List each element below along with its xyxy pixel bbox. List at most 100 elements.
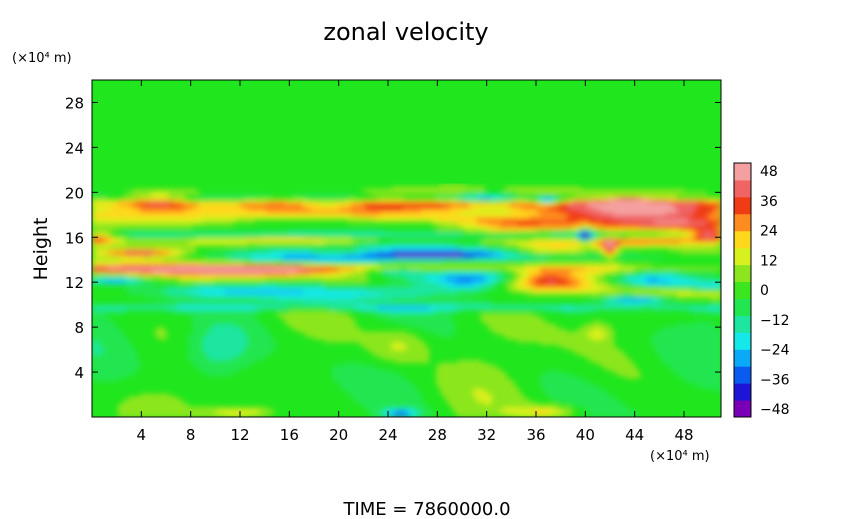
heatmap-cell — [358, 372, 363, 377]
heatmap-cell — [129, 282, 134, 286]
heatmap-cell — [676, 323, 681, 327]
heatmap-cell — [410, 323, 415, 327]
heatmap-cell — [536, 336, 541, 340]
heatmap-cell — [92, 321, 97, 325]
heatmap-cell — [672, 308, 678, 312]
heatmap-cell — [643, 295, 648, 299]
heatmap-cell — [136, 282, 141, 286]
heatmap-cell — [228, 336, 234, 340]
heatmap-cell — [203, 334, 208, 338]
heatmap-cell — [643, 292, 648, 296]
heatmap-cell — [695, 331, 700, 335]
heatmap-cell — [336, 279, 341, 283]
heatmap-cell — [225, 310, 230, 314]
heatmap-cell — [391, 388, 396, 392]
heatmap-cell — [561, 287, 567, 291]
heatmap-cell — [476, 383, 482, 387]
heatmap-cell — [506, 409, 511, 413]
heatmap-cell — [129, 292, 134, 296]
heatmap-cell — [580, 336, 585, 340]
heatmap-cell — [117, 279, 123, 283]
heatmap-cell — [158, 295, 163, 299]
heatmap-cell — [402, 383, 408, 387]
heatmap-cell — [558, 292, 563, 296]
heatmap-cell — [532, 336, 537, 340]
heatmap-cell — [462, 362, 467, 366]
heatmap-cell — [524, 305, 530, 309]
heatmap-cell — [384, 300, 389, 304]
heatmap-cell — [273, 297, 278, 301]
heatmap-cell — [476, 404, 482, 408]
heatmap-cell — [199, 284, 204, 288]
heatmap-cell — [658, 347, 663, 351]
heatmap-cell — [225, 372, 230, 377]
heatmap-cell — [151, 401, 156, 405]
heatmap-cell — [672, 365, 678, 369]
heatmap-cell — [706, 378, 711, 382]
heatmap-cell — [413, 289, 419, 294]
heatmap-cell — [306, 318, 311, 322]
heatmap-cell — [469, 375, 474, 379]
heatmap-cell — [458, 383, 463, 387]
heatmap-cell — [191, 349, 197, 353]
heatmap-cell — [158, 328, 163, 333]
heatmap-cell — [661, 300, 667, 304]
heatmap-cell — [706, 341, 711, 346]
heatmap-cell — [410, 404, 415, 408]
heatmap-cell — [598, 334, 604, 338]
heatmap-cell — [339, 308, 345, 312]
heatmap-cell — [573, 282, 578, 286]
heatmap-cell — [332, 302, 337, 307]
heatmap-cell — [351, 378, 356, 382]
heatmap-cell — [265, 302, 271, 307]
heatmap-cell — [351, 308, 356, 312]
heatmap-cell — [380, 310, 385, 314]
heatmap-cell — [610, 409, 615, 413]
heatmap-cell — [314, 328, 319, 333]
heatmap-cell — [395, 334, 400, 338]
heatmap-cell — [617, 404, 622, 408]
heatmap-cell — [569, 336, 574, 340]
heatmap-cell — [247, 362, 252, 366]
heatmap-cell — [602, 349, 607, 353]
heatmap-cell — [539, 406, 544, 410]
heatmap-cell — [610, 398, 615, 403]
heatmap-cell — [413, 292, 419, 296]
heatmap-cell — [510, 398, 515, 403]
heatmap-cell — [217, 336, 223, 340]
heatmap-cell — [376, 393, 382, 397]
heatmap-cell — [547, 411, 552, 416]
heatmap-cell — [539, 375, 544, 379]
heatmap-cell — [236, 359, 241, 364]
heatmap-cell — [103, 357, 108, 361]
heatmap-cell — [199, 292, 204, 296]
heatmap-cell — [676, 344, 681, 348]
heatmap-cell — [347, 370, 352, 374]
heatmap-cell — [706, 372, 711, 377]
heatmap-cell — [336, 313, 341, 317]
heatmap-cell — [388, 352, 393, 356]
heatmap-cell — [473, 302, 478, 307]
heatmap-cell — [698, 359, 704, 364]
heatmap-cell — [702, 308, 707, 312]
heatmap-cell — [391, 292, 396, 296]
heatmap-cell — [458, 401, 463, 405]
heatmap-cell — [203, 354, 208, 358]
heatmap-cell — [458, 372, 463, 377]
heatmap-cell — [587, 352, 593, 356]
heatmap-cell — [106, 310, 112, 314]
heatmap-cell — [443, 380, 448, 384]
heatmap-cell — [203, 367, 208, 371]
heatmap-cell — [647, 284, 652, 288]
heatmap-cell — [228, 414, 234, 417]
heatmap-cell — [376, 370, 382, 374]
heatmap-cell — [199, 339, 204, 343]
heatmap-cell — [299, 292, 304, 296]
heatmap-cell — [314, 297, 319, 301]
heatmap-cell — [184, 305, 189, 309]
heatmap-cell — [117, 302, 123, 307]
heatmap-cell — [199, 409, 204, 413]
heatmap-cell — [406, 336, 411, 340]
heatmap-cell — [532, 323, 537, 327]
heatmap-cell — [676, 367, 681, 371]
